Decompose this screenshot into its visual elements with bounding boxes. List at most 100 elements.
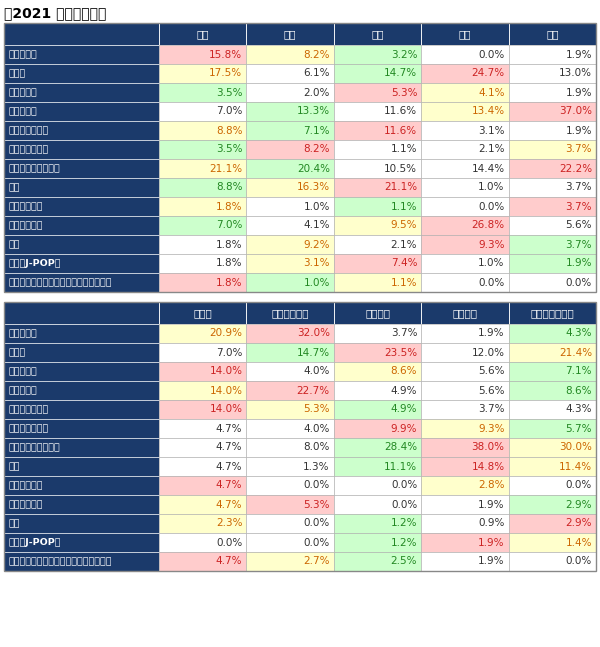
Bar — [159, 381, 247, 400]
Text: 【2021 年調査結果】: 【2021 年調査結果】 — [4, 6, 106, 20]
Text: 韓国: 韓国 — [458, 29, 471, 39]
Text: 3.1%: 3.1% — [478, 126, 505, 135]
Text: 4.3%: 4.3% — [566, 329, 592, 338]
Bar — [159, 159, 247, 178]
Bar — [247, 400, 334, 419]
Text: 10.5%: 10.5% — [384, 164, 417, 173]
Text: 街がきれい: 街がきれい — [9, 107, 38, 116]
Text: 4.1%: 4.1% — [478, 87, 505, 98]
Bar — [247, 343, 334, 362]
Text: 1.0%: 1.0% — [478, 259, 505, 269]
Text: 3.1%: 3.1% — [304, 259, 330, 269]
Bar — [334, 159, 421, 178]
Text: 13.0%: 13.0% — [559, 69, 592, 78]
Text: 1.1%: 1.1% — [391, 278, 417, 287]
Bar — [4, 178, 159, 197]
Text: 温泉: 温泉 — [9, 519, 20, 528]
Text: 台湾: 台湾 — [284, 29, 296, 39]
Text: 14.0%: 14.0% — [209, 386, 242, 395]
Bar — [421, 254, 509, 273]
Text: 1.9%: 1.9% — [478, 538, 505, 547]
Bar — [509, 83, 596, 102]
Bar — [509, 197, 596, 216]
Text: 13.3%: 13.3% — [296, 107, 330, 116]
Bar — [509, 514, 596, 533]
Text: 14.7%: 14.7% — [296, 347, 330, 358]
Text: 音楽（J-POP）: 音楽（J-POP） — [9, 259, 62, 268]
Text: 9.3%: 9.3% — [478, 239, 505, 250]
Bar — [509, 140, 596, 159]
Text: 8.0%: 8.0% — [304, 443, 330, 452]
Text: 0.0%: 0.0% — [304, 538, 330, 547]
Bar — [4, 533, 159, 552]
Bar — [159, 419, 247, 438]
Bar — [334, 552, 421, 571]
Text: 14.7%: 14.7% — [384, 69, 417, 78]
Bar — [159, 514, 247, 533]
Text: ファッション: ファッション — [9, 481, 44, 490]
Bar — [159, 140, 247, 159]
Text: 7.0%: 7.0% — [216, 107, 242, 116]
Text: 温泉: 温泉 — [9, 240, 20, 249]
Text: 1.9%: 1.9% — [566, 259, 592, 269]
Bar — [509, 64, 596, 83]
Text: 37.0%: 37.0% — [559, 107, 592, 116]
Bar — [334, 495, 421, 514]
Bar — [509, 495, 596, 514]
Text: 20.9%: 20.9% — [209, 329, 242, 338]
Bar — [247, 83, 334, 102]
Bar — [334, 64, 421, 83]
Text: 9.3%: 9.3% — [478, 424, 505, 433]
Text: 漫画やアニメ: 漫画やアニメ — [9, 500, 44, 509]
Bar — [421, 178, 509, 197]
Bar — [421, 438, 509, 457]
Bar — [421, 83, 509, 102]
Bar — [421, 159, 509, 178]
Text: 17.5%: 17.5% — [209, 69, 242, 78]
Bar — [4, 495, 159, 514]
Text: 1.9%: 1.9% — [478, 556, 505, 567]
Bar — [421, 514, 509, 533]
Bar — [421, 552, 509, 571]
Bar — [509, 216, 596, 235]
Text: 0.0%: 0.0% — [304, 518, 330, 529]
Text: 20.4%: 20.4% — [297, 164, 330, 173]
Bar — [247, 552, 334, 571]
Text: 1.0%: 1.0% — [304, 278, 330, 287]
Text: 1.1%: 1.1% — [391, 144, 417, 155]
Bar — [4, 235, 159, 254]
Text: 4.0%: 4.0% — [304, 424, 330, 433]
Bar — [247, 362, 334, 381]
Bar — [334, 533, 421, 552]
Text: 漫画やアニメ: 漫画やアニメ — [9, 221, 44, 230]
Bar — [247, 121, 334, 140]
Bar — [334, 254, 421, 273]
Text: 5.3%: 5.3% — [304, 499, 330, 509]
Text: 4.1%: 4.1% — [304, 221, 330, 230]
Bar — [421, 140, 509, 159]
Text: 3.7%: 3.7% — [566, 144, 592, 155]
Bar — [509, 254, 596, 273]
Text: 中国: 中国 — [371, 29, 384, 39]
Bar — [421, 495, 509, 514]
Text: 伝統的なスポーツ（相撲・柔道・空手）: 伝統的なスポーツ（相撲・柔道・空手） — [9, 278, 113, 287]
Bar — [421, 381, 509, 400]
Text: 治安が良い: 治安が良い — [9, 367, 38, 376]
Bar — [159, 552, 247, 571]
Text: 3.7%: 3.7% — [478, 404, 505, 415]
Bar — [421, 324, 509, 343]
Text: 0.0%: 0.0% — [304, 481, 330, 490]
Bar — [421, 197, 509, 216]
Text: 22.2%: 22.2% — [559, 164, 592, 173]
Bar — [334, 216, 421, 235]
Text: 1.9%: 1.9% — [478, 499, 505, 509]
Text: 16.3%: 16.3% — [296, 182, 330, 193]
Bar — [334, 45, 421, 64]
Text: 1.9%: 1.9% — [566, 126, 592, 135]
Text: 8.8%: 8.8% — [216, 126, 242, 135]
Text: 7.1%: 7.1% — [566, 366, 592, 377]
Bar — [159, 495, 247, 514]
Text: アメリカ: アメリカ — [365, 308, 390, 318]
Bar — [421, 457, 509, 476]
Bar — [334, 419, 421, 438]
